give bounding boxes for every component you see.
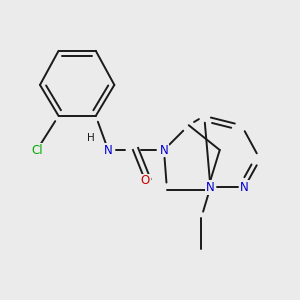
Text: N: N [104,143,112,157]
Text: H: H [87,133,95,142]
Text: N: N [240,181,249,194]
Text: N: N [160,143,168,157]
Text: N: N [206,181,215,194]
Text: O: O [141,175,150,188]
Text: Cl: Cl [31,143,43,157]
